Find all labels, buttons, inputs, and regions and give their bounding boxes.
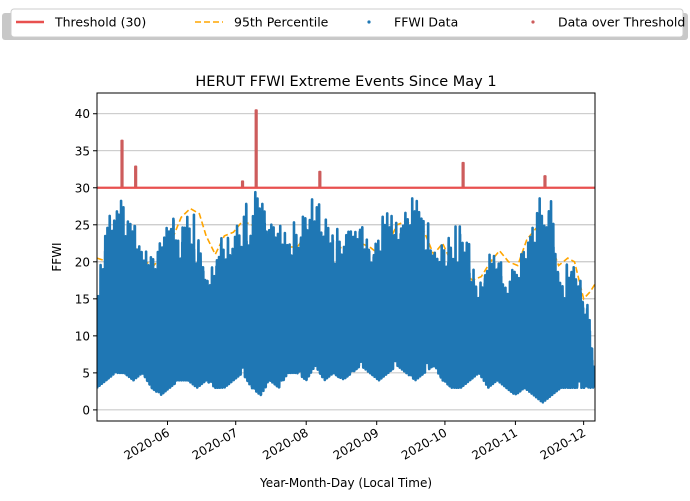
legend-entry: FFWI Data: [367, 15, 458, 30]
x-tick-label: 2020-10: [399, 425, 449, 462]
legend-label: 95th Percentile: [234, 15, 329, 30]
legend-label: FFWI Data: [394, 15, 458, 30]
over-threshold-event: [461, 161, 465, 188]
over-threshold-event: [134, 165, 138, 188]
plot-area: [96, 92, 596, 422]
over-threshold-event: [240, 180, 245, 188]
y-tick-label: 25: [75, 218, 90, 232]
chart-title: HERUT FFWI Extreme Events Since May 1: [195, 74, 496, 90]
y-tick-label: 40: [75, 107, 90, 121]
x-tick-label: 2020-06: [122, 425, 172, 462]
y-tick-label: 35: [75, 144, 90, 158]
y-tick-label: 10: [75, 329, 90, 343]
y-tick-label: 30: [75, 181, 90, 195]
over-threshold-event: [318, 170, 322, 188]
legend-label: Threshold (30): [54, 15, 146, 30]
over-threshold-event: [254, 109, 258, 188]
x-tick-label: 2020-11: [469, 425, 519, 462]
over-threshold-event: [543, 175, 547, 188]
y-tick-label: 20: [75, 255, 90, 269]
x-tick-label: 2020-08: [260, 425, 310, 462]
legend-frame: [10, 8, 684, 38]
x-axis-label: Year-Month-Day (Local Time): [259, 476, 432, 490]
x-tick-label: 2020-09: [331, 425, 381, 462]
legend-label: Data over Threshold: [558, 15, 685, 30]
y-axis-label: FFWI: [50, 242, 64, 271]
over-threshold-event: [120, 139, 124, 188]
legend-entry: Threshold (30): [16, 15, 146, 30]
x-axis: 2020-06 2020-07 2020-08 2020-09 2020-10 2020-…: [122, 421, 588, 463]
legend-swatch: [367, 20, 371, 24]
legend: Threshold (30) 95th Percentile FFWI Data Da…: [2, 8, 688, 40]
y-tick-label: 5: [82, 366, 90, 380]
x-tick-label: 2020-07: [190, 425, 240, 462]
ffwi-data-series: [97, 190, 595, 404]
y-axis: 0 5 10 15 20 25 30 35 40: [75, 107, 97, 417]
y-tick-label: 0: [82, 403, 90, 417]
x-tick-label: 2020-12: [538, 425, 588, 462]
legend-entry: 95th Percentile: [195, 15, 329, 30]
y-tick-label: 15: [75, 292, 90, 306]
legend-entry: Data over Threshold: [531, 15, 685, 30]
legend-swatch: [531, 20, 535, 24]
